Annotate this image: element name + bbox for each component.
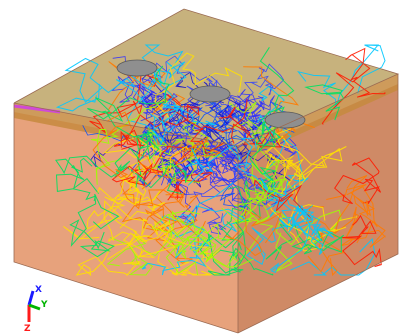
disk-left[interactable] bbox=[117, 60, 157, 76]
triad-y-axis bbox=[29, 305, 40, 309]
triad-z-label: Z bbox=[24, 324, 31, 334]
disk-center[interactable] bbox=[190, 86, 230, 102]
orientation-triad: X Y Z bbox=[24, 285, 48, 334]
triad-y-label: Y bbox=[40, 300, 48, 310]
disk-right[interactable] bbox=[265, 112, 305, 128]
triad-x-label: X bbox=[35, 285, 42, 295]
triad-x-axis bbox=[29, 291, 33, 305]
